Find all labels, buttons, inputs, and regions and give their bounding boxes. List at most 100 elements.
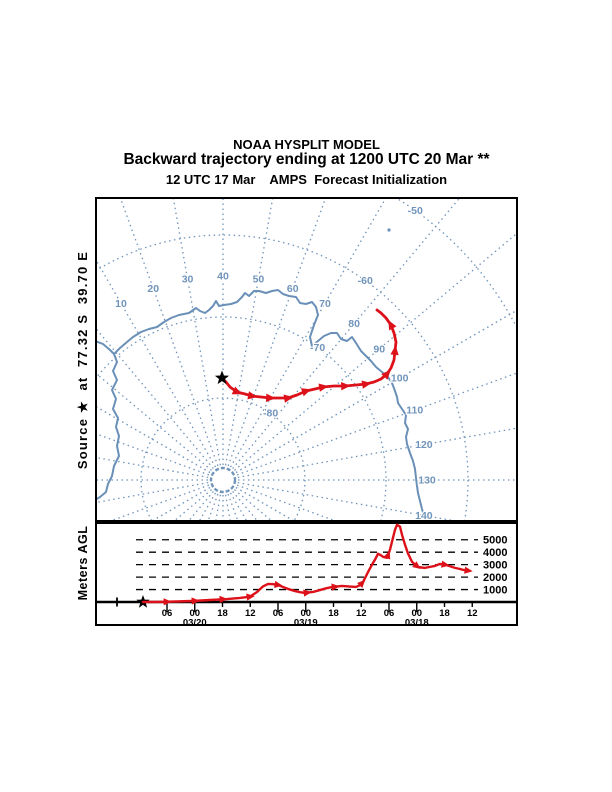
date-label: 03/18 xyxy=(405,618,429,629)
altitude-grid-label: 1000 xyxy=(483,585,507,597)
meridian-line xyxy=(97,373,212,471)
meridian-line xyxy=(199,492,217,520)
meridian-line xyxy=(229,492,247,520)
meridian-line xyxy=(174,489,212,520)
meridian-label: 130 xyxy=(418,475,436,487)
meridian-line xyxy=(234,489,272,520)
meridian-label: 100 xyxy=(391,373,409,385)
meridian-label: 90 xyxy=(373,343,385,355)
pole-ring xyxy=(209,466,237,494)
altitude-curve-marker xyxy=(441,560,450,568)
meridian-line xyxy=(97,457,209,479)
map-graticule-group: 0 10 20 30 40 50 60 70 80 90 100 110 120 130 140 -80 -70… xyxy=(97,199,516,522)
latitude-circle xyxy=(396,199,516,328)
meridian-label: 140 xyxy=(415,510,433,522)
hour-tick-label: 06 xyxy=(162,608,173,619)
meridian-line xyxy=(97,481,209,503)
meridian-line xyxy=(172,199,222,466)
meridian-line xyxy=(227,199,326,467)
altitude-curve-marker xyxy=(383,550,391,560)
meridian-line xyxy=(97,328,214,469)
hour-tick-label: 18 xyxy=(217,608,228,619)
trajectory-marker xyxy=(388,320,397,331)
altitude-panel-border xyxy=(95,522,518,626)
meridian-line xyxy=(236,484,335,520)
altitude-curve-marker xyxy=(412,561,421,569)
hour-tick-label: 18 xyxy=(439,608,450,619)
meridian-line xyxy=(234,233,516,471)
meridian-line xyxy=(237,481,454,520)
trajectory-marker xyxy=(247,391,258,400)
altitude-curve xyxy=(141,523,470,604)
meridian-line xyxy=(120,199,219,467)
title-trajectory: Backward trajectory ending at 1200 UTC 2… xyxy=(123,151,490,168)
coastline xyxy=(113,289,426,520)
altitude-grid-label: 5000 xyxy=(483,535,507,547)
meridian-line xyxy=(97,406,211,474)
meridian-line xyxy=(236,372,516,476)
meridian-label: 120 xyxy=(415,439,433,451)
meridian-label: 60 xyxy=(287,283,299,295)
altitude-curve-marker xyxy=(331,583,340,591)
altitude-curve-marker xyxy=(303,589,312,597)
trajectory-marker xyxy=(231,386,242,395)
hour-tick-label: 00 xyxy=(189,608,200,619)
meridian-line xyxy=(237,427,516,479)
meridian-label: 50 xyxy=(253,274,265,286)
meridian-label: 20 xyxy=(147,283,159,295)
hour-tick-label: 06 xyxy=(273,608,284,619)
meridian-line xyxy=(235,310,516,474)
trajectory-marker xyxy=(341,382,351,391)
meridian-label: 80 xyxy=(348,318,360,330)
altitude-curve-marker xyxy=(246,593,255,601)
altitude-curve-marker xyxy=(357,579,366,588)
latitude-label: -60 xyxy=(358,275,373,287)
latitude-label: -70 xyxy=(310,342,325,354)
hour-tick-label: 12 xyxy=(245,608,256,619)
meridian-line xyxy=(97,433,210,476)
title-model: NOAA HYSPLIT MODEL xyxy=(233,137,380,152)
altitude-curve-marker xyxy=(274,580,283,588)
island-dot xyxy=(387,228,391,232)
meridian-label: 110 xyxy=(406,405,423,417)
trajectory-marker xyxy=(390,345,399,356)
altitude-curve-marker xyxy=(191,597,200,605)
hour-tick-label: 06 xyxy=(384,608,395,619)
hour-tick-label: 00 xyxy=(411,608,422,619)
latitude-circle xyxy=(140,397,306,520)
date-label: 03/19 xyxy=(294,618,318,629)
latitude-label: -80 xyxy=(263,408,278,420)
date-label: 03/20 xyxy=(183,618,207,629)
trajectory-line xyxy=(220,308,398,400)
map-border xyxy=(95,197,518,522)
meridian-line xyxy=(232,491,258,520)
latitude-circle xyxy=(97,316,387,520)
meridian-line xyxy=(188,491,214,520)
meridian-label: 10 xyxy=(115,298,127,310)
altitude-grid-label: 3000 xyxy=(483,560,507,572)
meridian-line xyxy=(229,199,386,468)
meridian-label: 40 xyxy=(217,271,229,283)
altitude-curve-marker xyxy=(163,598,172,606)
trajectory-marker xyxy=(381,369,391,380)
meridian-line xyxy=(224,199,274,466)
altitude-grid-label: 4000 xyxy=(483,547,507,559)
trajectory-marker xyxy=(318,383,329,392)
meridian-line xyxy=(97,260,217,468)
latitude-label: -50 xyxy=(408,205,423,217)
meridian-label: 70 xyxy=(319,298,331,310)
meridian-label: 30 xyxy=(182,274,194,286)
trajectory-marker xyxy=(265,393,276,402)
meridian-line xyxy=(232,199,460,469)
meridian-line xyxy=(207,493,219,520)
hour-tick-label: 12 xyxy=(356,608,367,619)
coastline xyxy=(97,340,120,500)
altitude-curve-marker xyxy=(464,566,473,574)
meridian-line xyxy=(227,493,239,520)
hour-tick-label: 12 xyxy=(467,608,478,619)
plus-marker xyxy=(112,597,122,607)
altitude-curve-marker xyxy=(219,595,228,603)
